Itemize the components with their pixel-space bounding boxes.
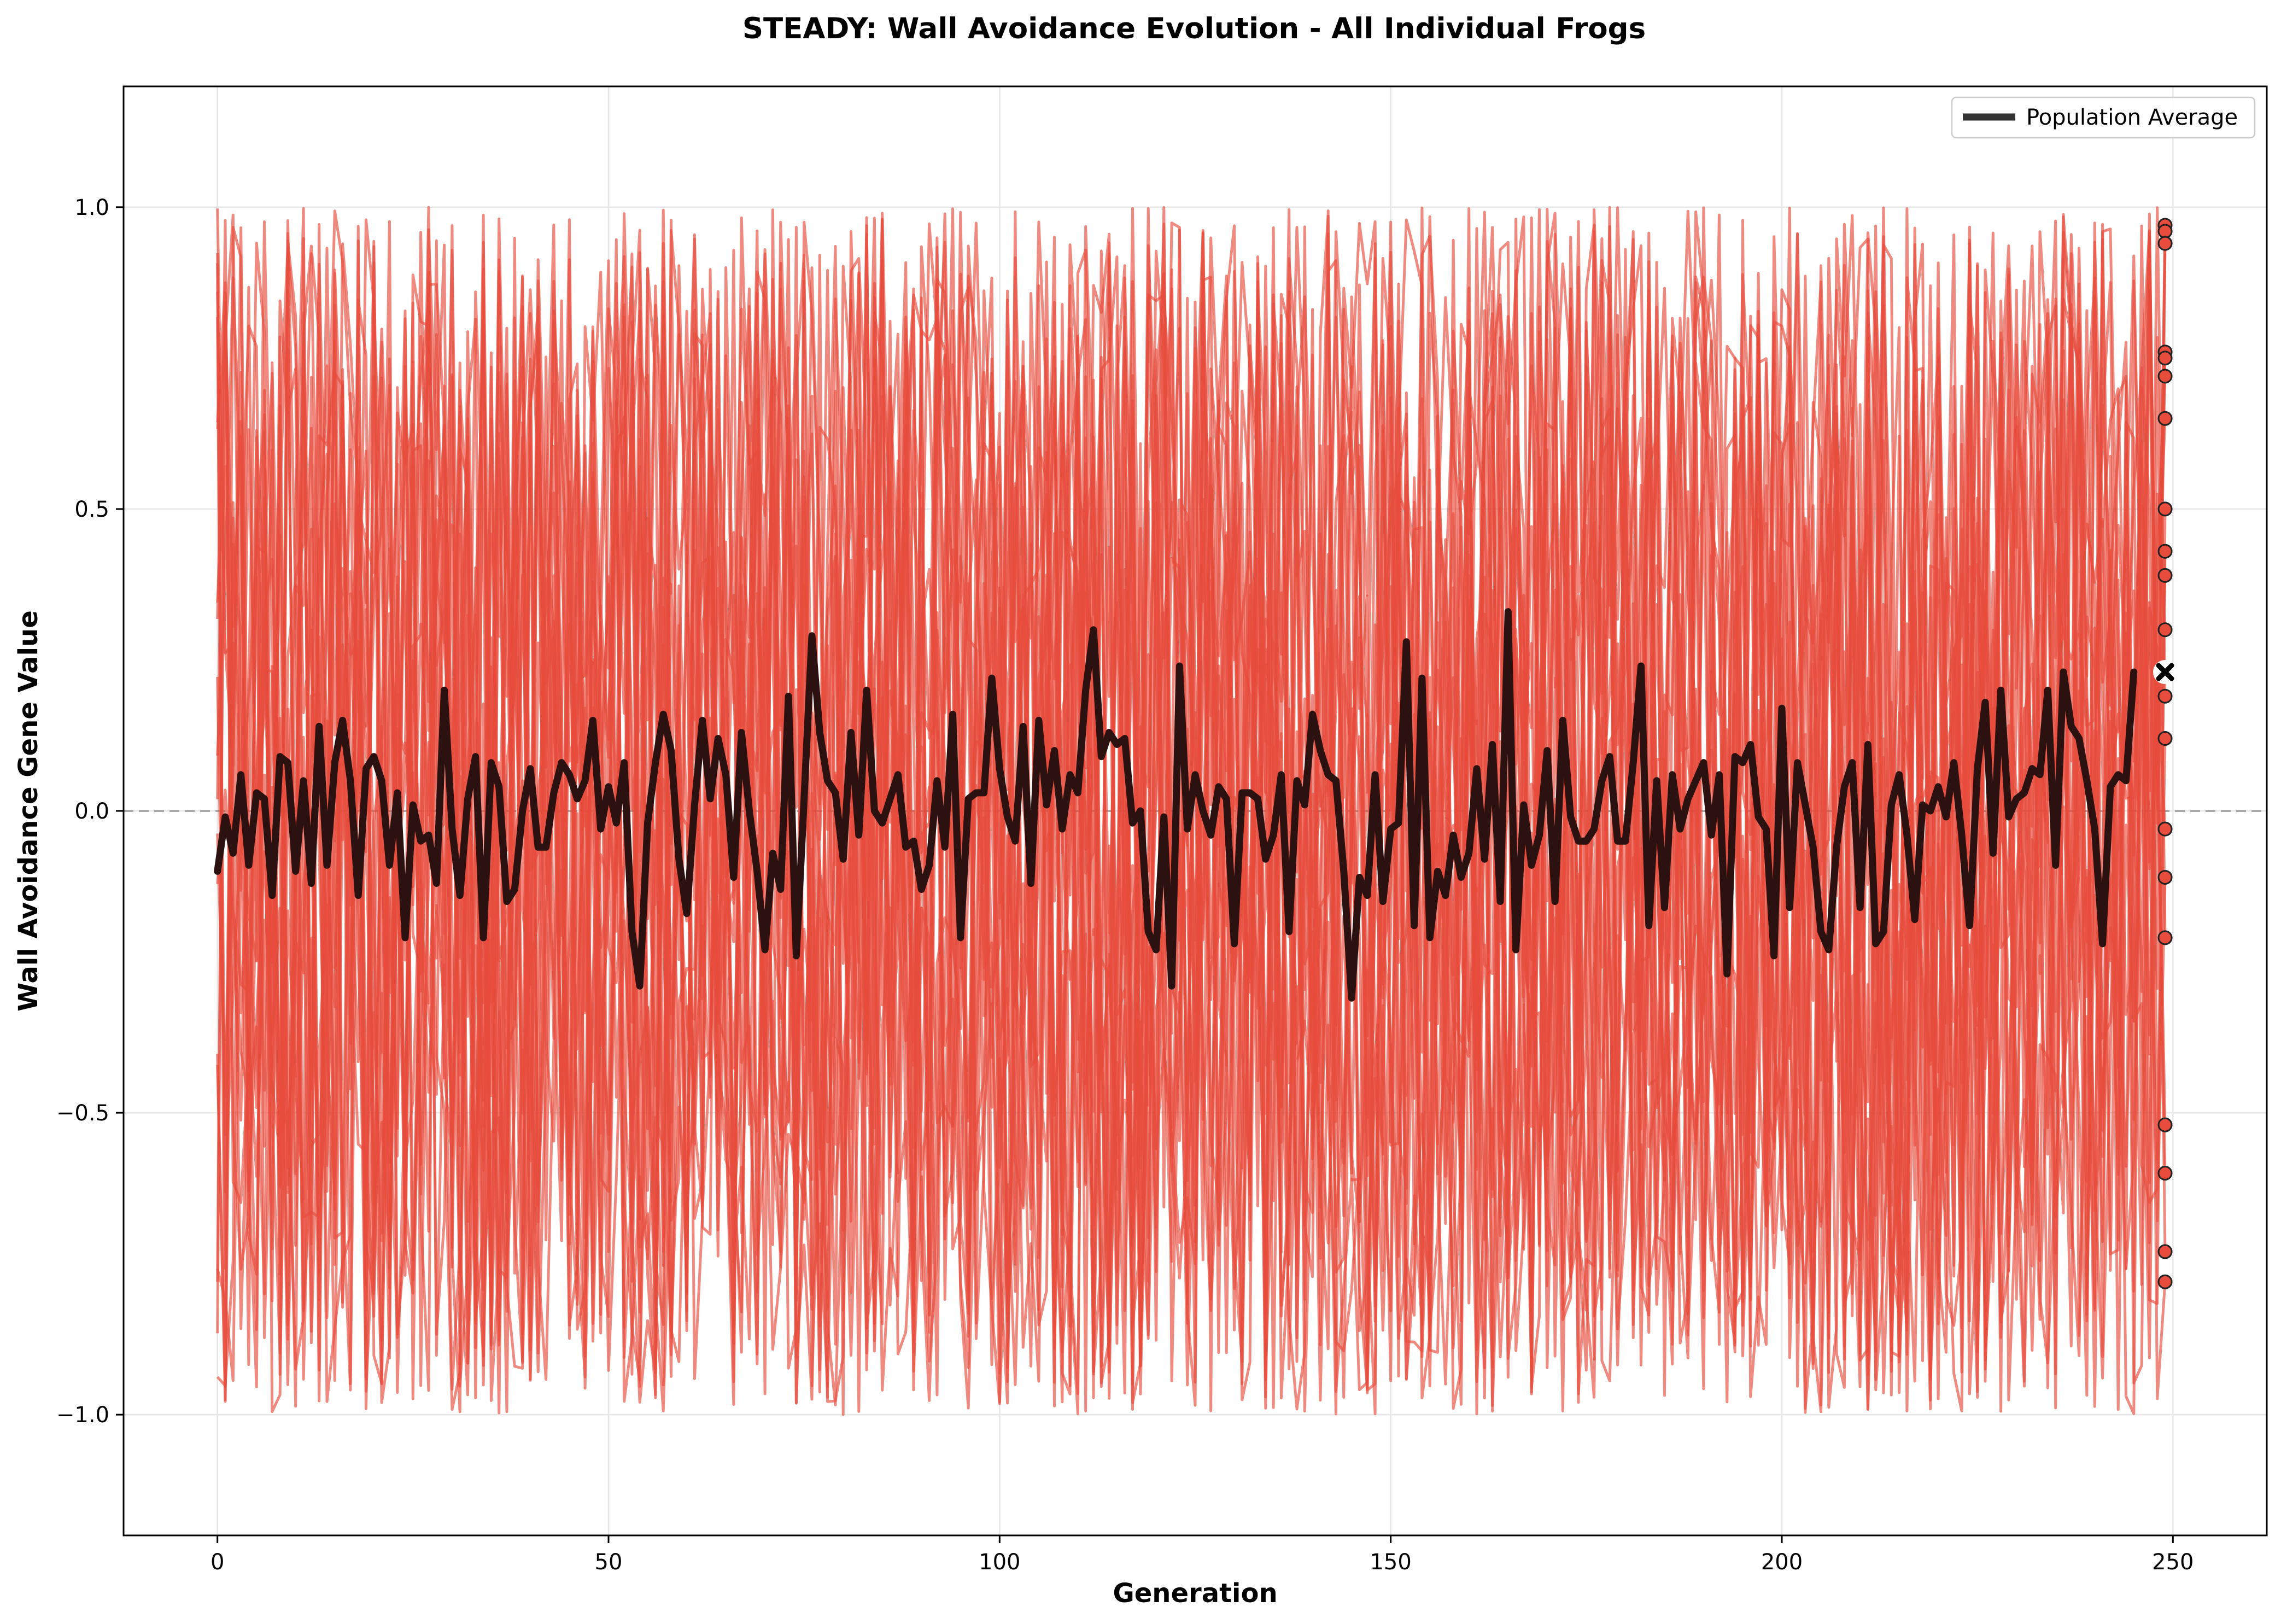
final-value-point bbox=[2157, 350, 2173, 366]
final-value-point bbox=[2157, 236, 2173, 251]
legend-label-population-average: Population Average bbox=[2026, 105, 2238, 130]
final-value-point bbox=[2157, 821, 2173, 837]
final-value-point bbox=[2157, 1117, 2173, 1132]
x-tick-label: 250 bbox=[2152, 1550, 2194, 1575]
final-value-point bbox=[2157, 930, 2173, 945]
x-axis-ticks: 0 50 100 150 200 250 bbox=[210, 1535, 2194, 1575]
x-tick-label: 200 bbox=[1761, 1550, 1803, 1575]
final-value-point bbox=[2157, 1166, 2173, 1181]
final-value-point bbox=[2157, 568, 2173, 583]
y-axis-ticks: −1.0 −0.5 0.0 0.5 1.0 bbox=[56, 195, 124, 1428]
final-value-point bbox=[2157, 369, 2173, 384]
x-axis-label: Generation bbox=[1113, 1578, 1277, 1609]
plot-area bbox=[122, 85, 2268, 1537]
final-value-point bbox=[2157, 1274, 2173, 1289]
y-tick-label: −1.0 bbox=[56, 1403, 109, 1428]
final-value-point bbox=[2157, 688, 2173, 704]
individual-frog-lines bbox=[216, 206, 2167, 1416]
final-generation-markers bbox=[2153, 218, 2178, 1289]
legend: Population Average bbox=[1951, 96, 2256, 139]
y-axis-label: Wall Avoidance Gene Value bbox=[13, 610, 44, 1012]
final-value-point bbox=[2157, 869, 2173, 885]
y-tick-label: −0.5 bbox=[56, 1101, 109, 1126]
final-value-point bbox=[2157, 622, 2173, 638]
x-tick-label: 0 bbox=[210, 1550, 224, 1575]
chart-title: STEADY: Wall Avoidance Evolution - All I… bbox=[742, 12, 1646, 45]
individual-frog-line bbox=[216, 206, 2167, 1403]
final-value-point bbox=[2157, 1244, 2173, 1259]
final-value-point bbox=[2157, 544, 2173, 559]
y-tick-label: 0.5 bbox=[74, 497, 109, 522]
x-tick-label: 50 bbox=[595, 1550, 623, 1575]
y-tick-label: 0.0 bbox=[74, 799, 109, 824]
final-average-marker bbox=[2156, 663, 2174, 681]
legend-box bbox=[1951, 96, 2256, 139]
x-tick-label: 150 bbox=[1370, 1550, 1411, 1575]
final-value-point bbox=[2157, 501, 2173, 517]
population-average-series bbox=[214, 608, 2138, 1002]
population-average-line bbox=[214, 608, 2138, 1002]
final-value-point bbox=[2157, 731, 2173, 746]
final-value-point bbox=[2157, 411, 2173, 426]
x-tick-label: 100 bbox=[979, 1550, 1020, 1575]
y-tick-label: 1.0 bbox=[74, 195, 109, 220]
final-value-point bbox=[2157, 224, 2173, 239]
individual-frog-line bbox=[216, 223, 2167, 1411]
